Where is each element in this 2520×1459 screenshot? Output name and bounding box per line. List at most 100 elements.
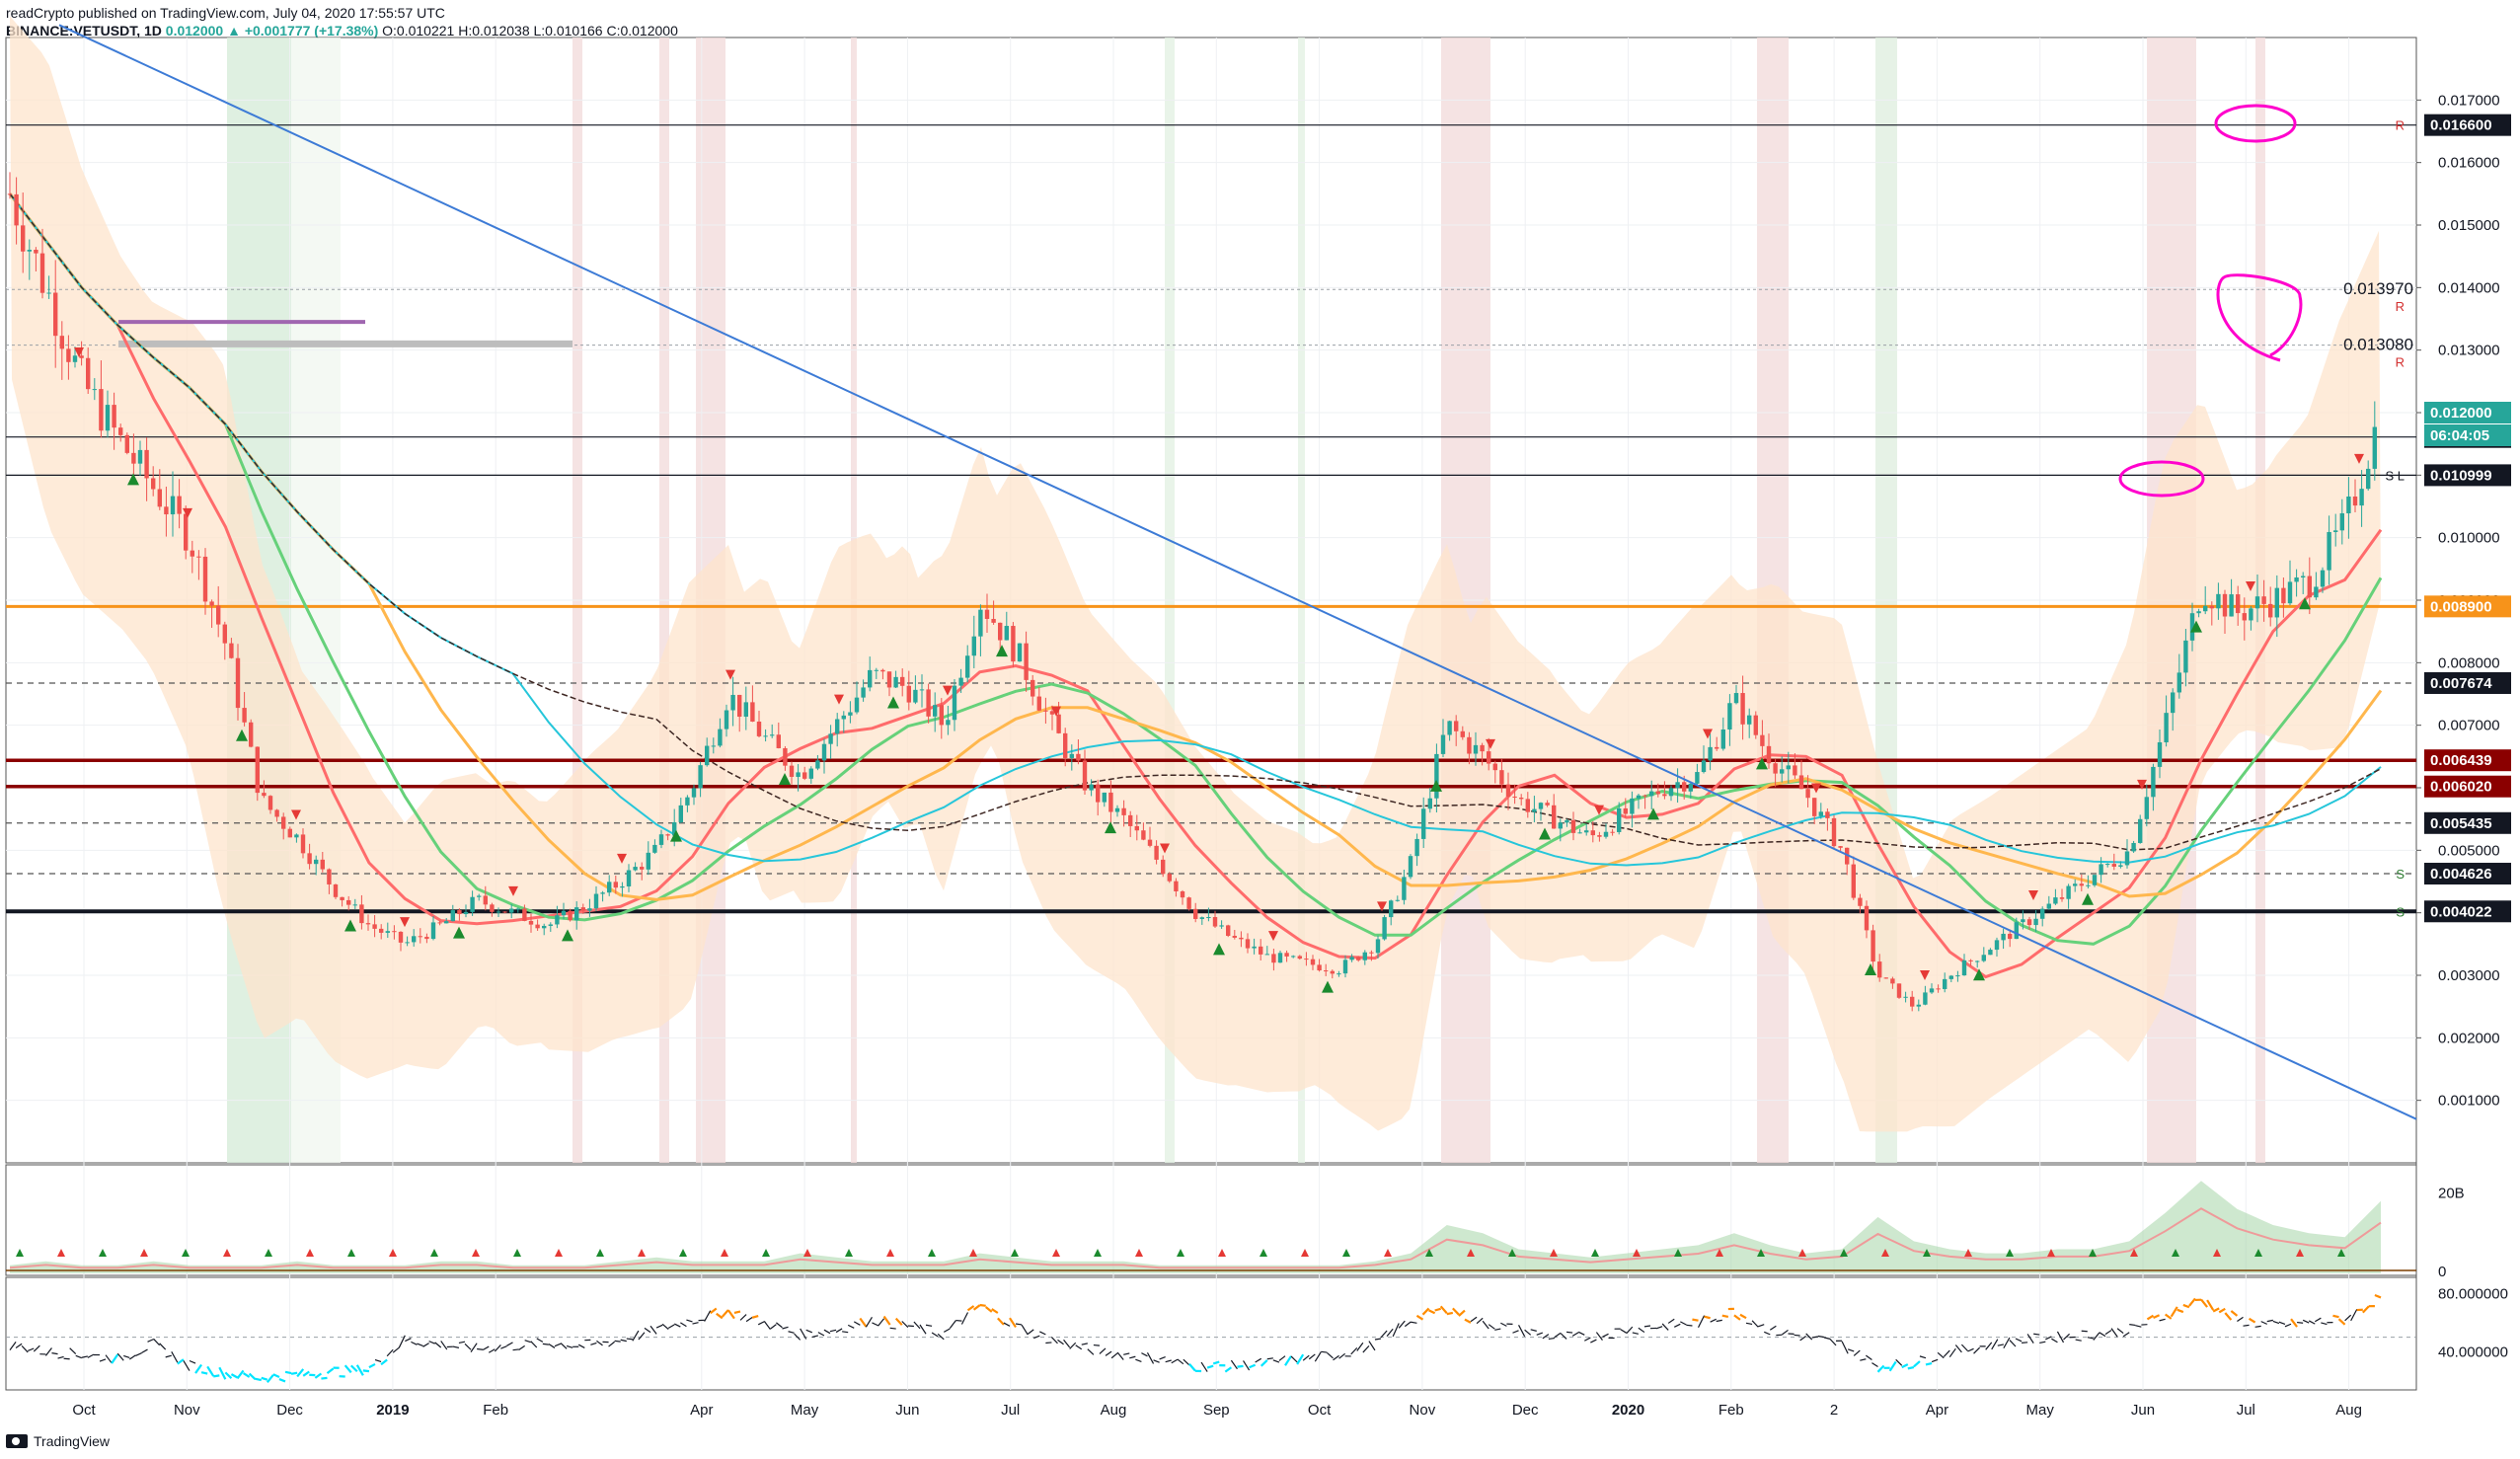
buy-signal-marker bbox=[1430, 779, 1442, 792]
rsi-segment bbox=[2164, 1313, 2173, 1320]
rsi-segment bbox=[1536, 1332, 1544, 1336]
candle-body bbox=[1688, 783, 1693, 792]
candle-body bbox=[2209, 605, 2214, 609]
candle-body bbox=[2203, 605, 2208, 612]
candle-body bbox=[112, 405, 116, 428]
volume-signal-marker bbox=[2254, 1249, 2262, 1257]
volume-signal-marker bbox=[1591, 1249, 1599, 1257]
band-fill bbox=[10, 16, 2381, 1132]
rsi-segment bbox=[614, 1340, 621, 1343]
candle-body bbox=[1812, 798, 1817, 816]
volume-signal-marker bbox=[1964, 1249, 1972, 1257]
candle-body bbox=[919, 689, 925, 691]
time-axis-label: Apr bbox=[690, 1402, 713, 1419]
candle-body bbox=[658, 834, 664, 845]
rsi-segment bbox=[1829, 1338, 1837, 1346]
candle-body bbox=[255, 746, 260, 794]
candle-body bbox=[737, 694, 742, 718]
rsi-segment bbox=[1260, 1359, 1268, 1367]
rsi-segment bbox=[655, 1324, 663, 1329]
level-price-tag-0-bg bbox=[2424, 114, 2511, 136]
rsi-segment bbox=[284, 1370, 292, 1375]
rsi-segment bbox=[1212, 1360, 1220, 1365]
rsi-segment bbox=[590, 1342, 597, 1345]
sell-signal-marker bbox=[1920, 969, 1930, 980]
candle-body bbox=[1883, 977, 1888, 979]
candle-body bbox=[490, 904, 495, 912]
rsi-segment bbox=[757, 1321, 765, 1326]
rsi-segment bbox=[1925, 1361, 1933, 1366]
volume-signal-marker bbox=[762, 1249, 770, 1257]
rsi-segment bbox=[1308, 1353, 1316, 1360]
rsi-panel: 80.000000 40.000000 bbox=[6, 1286, 2508, 1384]
trendline[interactable] bbox=[58, 24, 2417, 1120]
rsi-segment bbox=[2104, 1330, 2112, 1336]
rsi-segment bbox=[398, 1335, 406, 1348]
candle-body bbox=[580, 907, 585, 911]
volume-signal-marker bbox=[140, 1249, 148, 1257]
candle-body bbox=[281, 816, 286, 829]
candle-body bbox=[1818, 811, 1823, 816]
rsi-segment bbox=[1470, 1316, 1478, 1323]
rsi-segment bbox=[1554, 1332, 1562, 1339]
rsi-segment bbox=[1039, 1331, 1046, 1336]
rsi-segment bbox=[380, 1358, 388, 1366]
volume-signal-marker bbox=[1674, 1249, 1682, 1257]
candle-body bbox=[1408, 856, 1413, 878]
volume-signal-marker bbox=[57, 1249, 65, 1257]
rsi-segment bbox=[2087, 1337, 2094, 1340]
buy-signal-marker bbox=[453, 926, 465, 939]
sell-signal-marker bbox=[1160, 843, 1170, 854]
rsi-segment bbox=[177, 1358, 185, 1365]
rsi-segment bbox=[1439, 1305, 1448, 1314]
candle-body bbox=[1252, 946, 1257, 949]
candle-body bbox=[1480, 744, 1485, 752]
rsi-segment bbox=[15, 1343, 23, 1348]
rsi-segment bbox=[135, 1352, 142, 1356]
volume-signal-marker bbox=[265, 1249, 272, 1257]
candle-body bbox=[886, 671, 892, 688]
candle-body bbox=[235, 657, 241, 709]
candle-body bbox=[151, 478, 156, 490]
candle-body bbox=[1174, 881, 1179, 891]
rsi-segment bbox=[1050, 1337, 1058, 1344]
annotations[interactable] bbox=[2118, 104, 2303, 498]
candle-body bbox=[1043, 710, 1048, 712]
volume-signal-marker bbox=[721, 1249, 728, 1257]
rsi-segment bbox=[27, 1347, 35, 1352]
rsi-segment bbox=[1566, 1331, 1573, 1334]
candle-body bbox=[86, 357, 91, 390]
buy-signal-marker bbox=[670, 829, 682, 842]
rsi-segment bbox=[321, 1376, 328, 1380]
rsi-segment bbox=[200, 1371, 208, 1375]
rsi-segment bbox=[2075, 1339, 2082, 1342]
candle-body bbox=[1114, 807, 1120, 812]
rsi-segment bbox=[512, 1348, 519, 1351]
candle-body bbox=[1630, 798, 1635, 814]
candle-body bbox=[34, 249, 38, 254]
rsi-segment bbox=[218, 1366, 227, 1380]
candle-body bbox=[1623, 807, 1628, 814]
rsi-segment bbox=[782, 1326, 789, 1330]
rsi-segment bbox=[2099, 1332, 2106, 1338]
candle-body bbox=[2320, 570, 2326, 587]
tradingview-brand[interactable]: TradingView bbox=[6, 1433, 110, 1449]
candle-body bbox=[548, 924, 553, 926]
rsi-segment bbox=[1655, 1326, 1663, 1330]
candle-body bbox=[1890, 978, 1895, 984]
rsi-segment bbox=[99, 1358, 107, 1362]
rsi-segment bbox=[1548, 1337, 1556, 1341]
rsi-segment bbox=[290, 1371, 298, 1375]
rsi-segment bbox=[165, 1354, 172, 1358]
candle-body bbox=[2033, 918, 2038, 926]
volume-signal-marker bbox=[16, 1249, 24, 1257]
time-axis[interactable]: Oct Nov Dec 2019 Feb Apr May Jun Jul Aug Sep Oct Nov… bbox=[72, 1402, 2362, 1419]
candle-body bbox=[1642, 795, 1647, 797]
level-marker-2: R bbox=[2396, 355, 2405, 370]
candle-body bbox=[939, 705, 944, 726]
sell-signal-marker bbox=[1051, 706, 1061, 717]
candle-body bbox=[1525, 799, 1530, 812]
volume-signal-marker bbox=[845, 1249, 853, 1257]
symbol-name[interactable]: BINANCE:VETUSDT, 1D bbox=[6, 23, 162, 38]
